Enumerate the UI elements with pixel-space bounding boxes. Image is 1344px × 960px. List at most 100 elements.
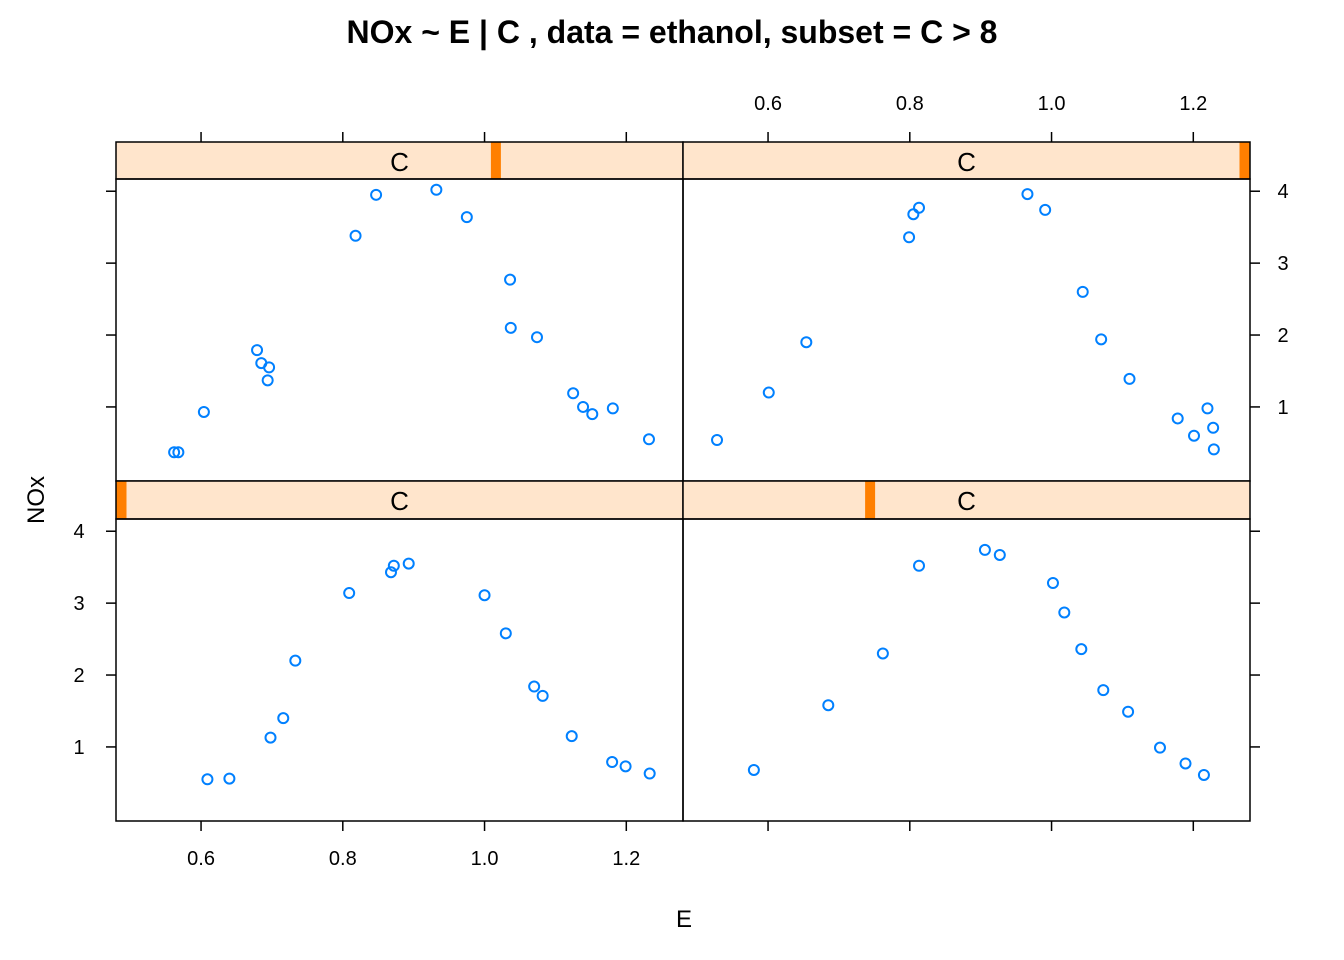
strip-background <box>683 481 1250 519</box>
data-point <box>642 433 655 446</box>
data-point <box>586 408 599 421</box>
data-point <box>876 647 889 660</box>
data-point <box>343 587 356 600</box>
data-point <box>536 689 549 702</box>
data-point <box>430 183 443 196</box>
x-axis-title: E <box>676 906 692 933</box>
panels-layer: C C C C <box>115 141 1251 822</box>
data-point <box>289 654 302 667</box>
data-point <box>913 559 926 572</box>
strip-label: C <box>390 147 409 177</box>
data-point <box>504 273 517 286</box>
data-point <box>907 208 920 221</box>
data-point <box>251 344 264 357</box>
data-point <box>168 446 181 459</box>
x-tick-label-bottom: 1.0 <box>471 848 499 870</box>
y-tick-label-right: 3 <box>1277 253 1288 275</box>
panel-frame <box>682 518 1251 822</box>
data-point <box>172 446 185 459</box>
panel-top-left: C <box>115 141 684 482</box>
data-point <box>1046 576 1059 589</box>
data-point <box>1179 757 1192 770</box>
data-point <box>384 566 397 579</box>
data-point <box>499 627 512 640</box>
data-point <box>261 374 274 387</box>
data-point <box>1076 285 1089 298</box>
data-point <box>762 386 775 399</box>
data-point <box>903 231 916 244</box>
data-point <box>993 548 1006 561</box>
x-tick-label-bottom: 0.6 <box>187 848 215 870</box>
data-point <box>504 321 517 334</box>
data-point <box>1097 684 1110 697</box>
axes-layer: 0.6 0.6 0.8 0.8 1.0 1.0 1.2 1.2 1 1 2 2 3 3 4 4 <box>73 93 1288 870</box>
data-point <box>1123 372 1136 385</box>
strip-level-marker <box>116 481 127 519</box>
strip-background <box>116 142 683 179</box>
data-point <box>606 756 619 769</box>
data-point <box>643 767 656 780</box>
data-point <box>1021 188 1034 201</box>
strip-label: C <box>957 486 976 516</box>
data-point <box>402 557 415 570</box>
data-point <box>387 559 400 572</box>
data-point <box>349 229 362 242</box>
data-point <box>277 712 290 725</box>
strip-label: C <box>390 486 409 516</box>
strip-background <box>683 142 1250 179</box>
panel-top-right: C <box>682 141 1251 482</box>
x-tick-label-top: 1.0 <box>1038 93 1066 115</box>
y-tick-label-right: 2 <box>1277 325 1288 347</box>
chart-title: NOx ~ E | C , data = ethanol, subset = C… <box>347 14 998 50</box>
x-tick-label-bottom: 1.2 <box>612 848 640 870</box>
data-point <box>747 763 760 776</box>
data-point <box>264 731 277 744</box>
strip-level-marker <box>865 481 876 519</box>
data-point <box>478 589 491 602</box>
x-tick-label-top: 1.2 <box>1179 93 1207 115</box>
data-point <box>822 699 835 712</box>
y-tick-label-left: 4 <box>73 521 84 543</box>
panel-frame <box>115 178 684 482</box>
data-point <box>370 188 383 201</box>
data-point <box>197 405 210 418</box>
data-point <box>1075 643 1088 656</box>
panel-frame <box>682 178 1251 482</box>
x-tick-label-top: 0.8 <box>896 93 924 115</box>
data-point <box>800 336 813 349</box>
data-point <box>1039 203 1052 216</box>
data-point <box>1188 429 1201 442</box>
data-point <box>567 387 580 400</box>
strip-level-marker <box>490 142 501 179</box>
data-point <box>1122 705 1135 718</box>
panel-bottom-right: C <box>682 480 1251 822</box>
data-point <box>1201 402 1214 415</box>
data-point <box>565 730 578 743</box>
data-point <box>1153 741 1166 754</box>
y-tick-label-left: 2 <box>73 665 84 687</box>
data-point <box>201 773 214 786</box>
strip-level-marker <box>1239 142 1250 179</box>
y-tick-label-right: 1 <box>1277 397 1288 419</box>
strip-label: C <box>957 147 976 177</box>
data-point <box>223 772 236 785</box>
panel-bottom-left: C <box>115 480 684 822</box>
data-point <box>1171 412 1184 425</box>
x-tick-label-bottom: 0.8 <box>329 848 357 870</box>
data-point <box>1197 768 1210 781</box>
data-point <box>1207 443 1220 456</box>
data-point <box>577 400 590 413</box>
data-point <box>528 680 541 693</box>
data-point <box>1058 606 1071 619</box>
data-point <box>460 211 473 224</box>
data-point <box>619 760 632 773</box>
data-point <box>1207 421 1220 434</box>
y-tick-label-left: 3 <box>73 593 84 615</box>
data-point <box>606 402 619 415</box>
y-tick-label-left: 1 <box>73 737 84 759</box>
data-point <box>1095 333 1108 346</box>
data-point <box>913 201 926 214</box>
data-point <box>711 434 724 447</box>
data-point <box>263 361 276 374</box>
